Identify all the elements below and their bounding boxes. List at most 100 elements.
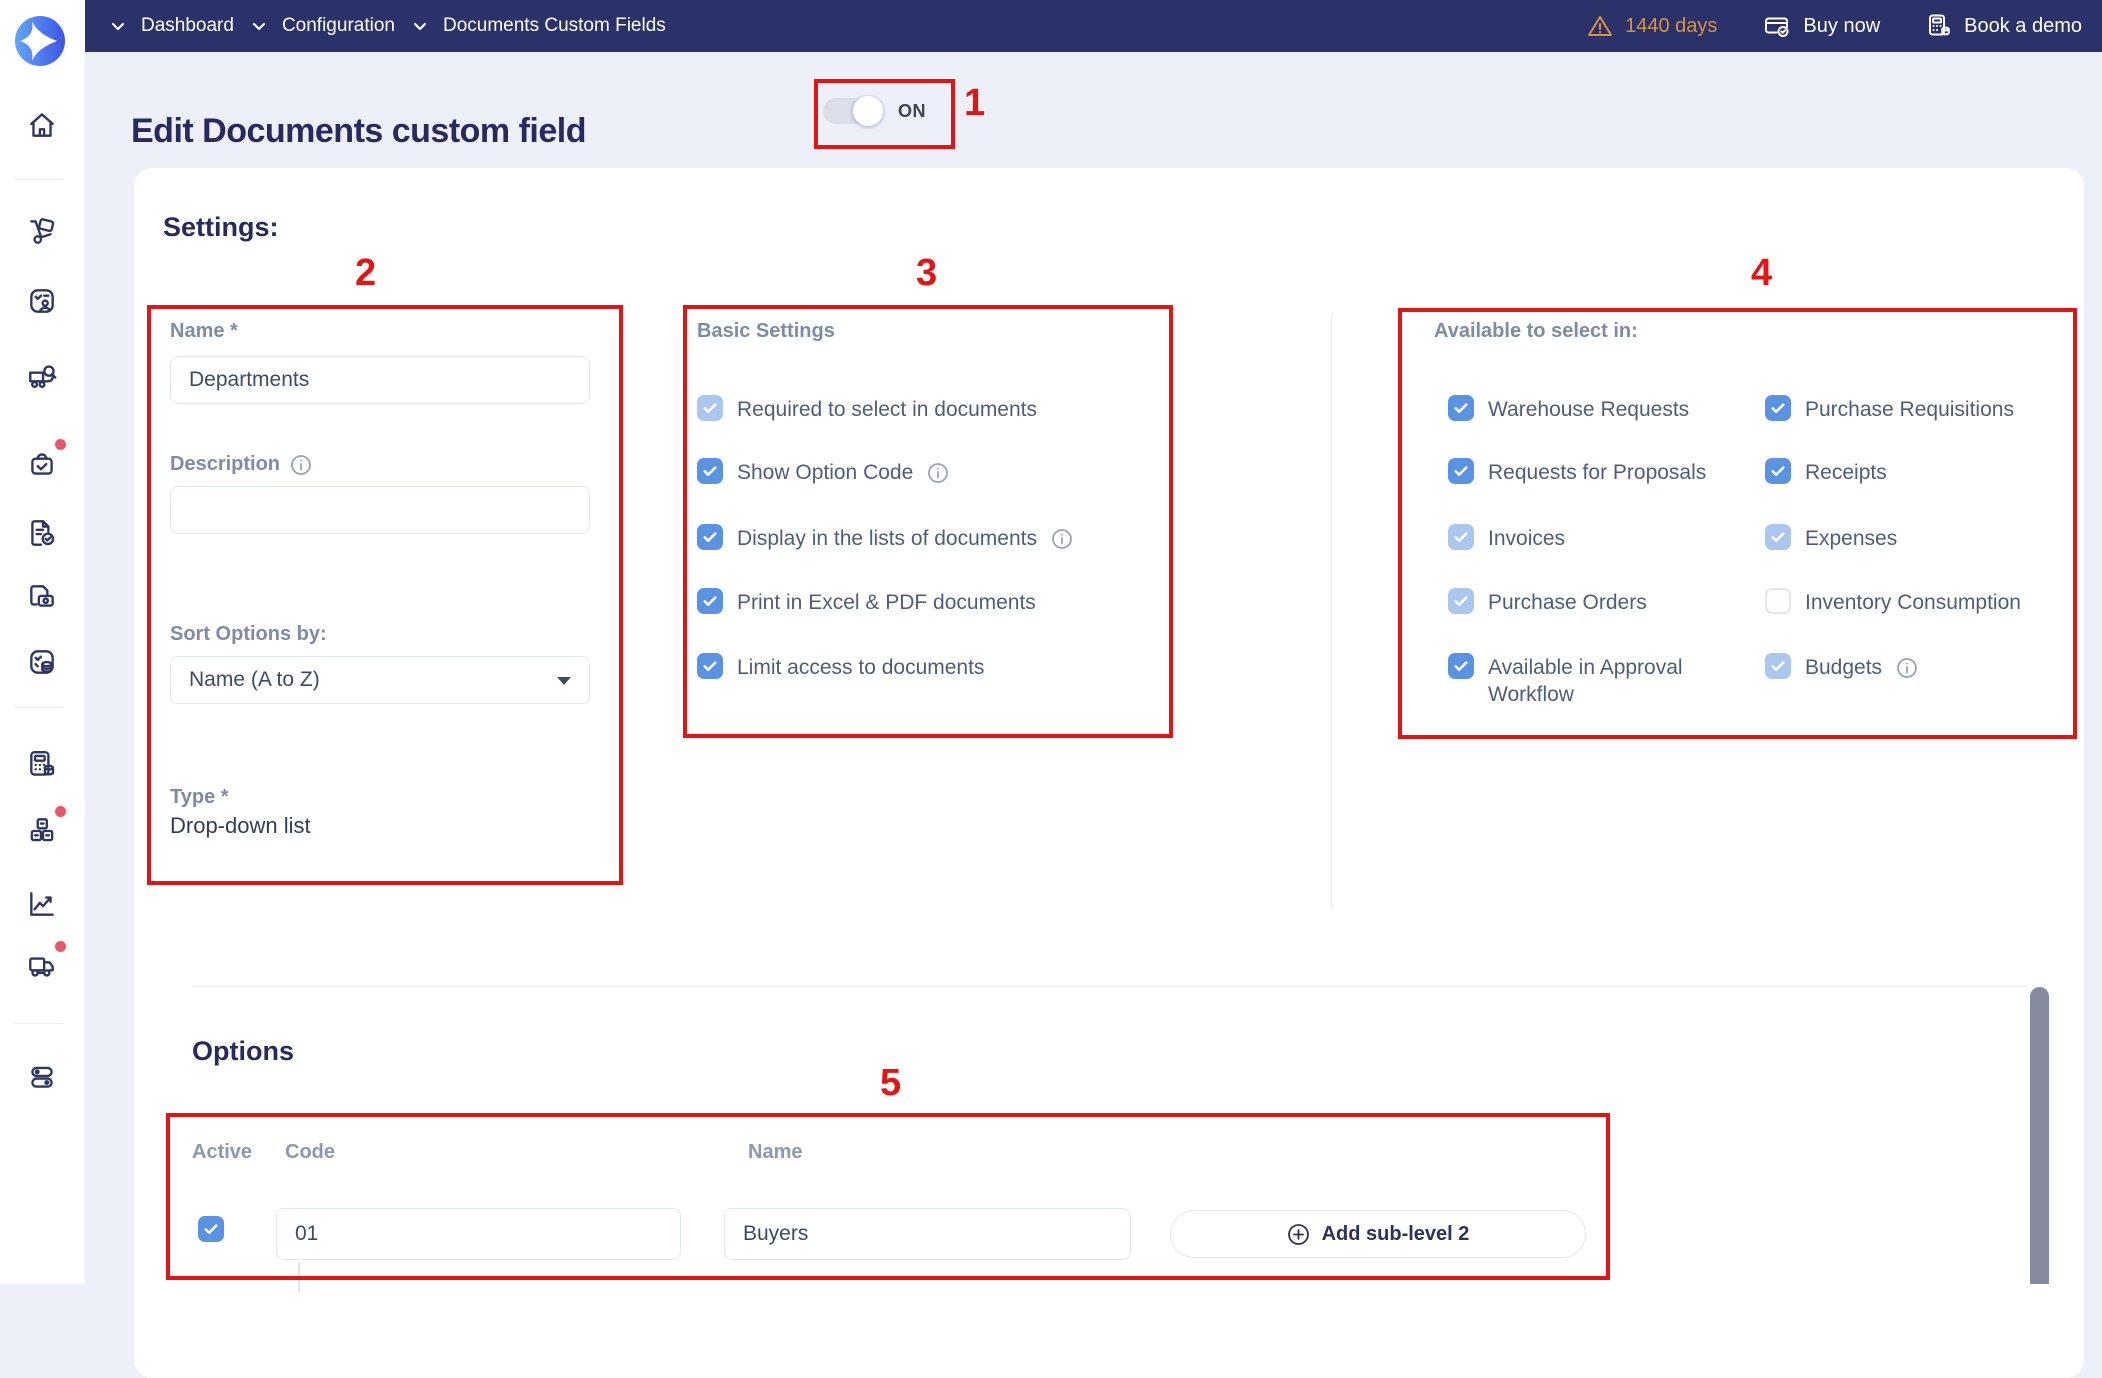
add-sub-level-button[interactable]: Add sub-level 2 xyxy=(1170,1210,1586,1258)
home-icon xyxy=(30,113,54,137)
app-logo[interactable] xyxy=(13,14,67,68)
available-row: Available in Approval Workflow xyxy=(1448,653,1688,709)
sidebar-item-procurement[interactable] xyxy=(21,210,63,252)
name-label: Name * xyxy=(170,320,238,342)
sidebar-item-documents-approve[interactable] xyxy=(21,512,63,554)
checkbox-display-in-lists[interactable] xyxy=(697,524,723,550)
breadcrumb-label: Documents Custom Fields xyxy=(442,15,666,36)
breadcrumb-configuration[interactable]: Configuration xyxy=(252,15,395,37)
stacked-boxes-icon xyxy=(30,818,54,842)
book-demo-button[interactable]: Book a demo xyxy=(1926,13,2082,39)
add-sub-level-label: Add sub-level 2 xyxy=(1321,1222,1470,1245)
chevron-down-icon xyxy=(557,677,571,685)
notification-dot xyxy=(55,806,66,817)
checkbox-limit-access[interactable] xyxy=(697,653,723,679)
trial-days-indicator[interactable]: 1440 days xyxy=(1587,14,1717,38)
breadcrumb-documents-custom-fields[interactable]: Documents Custom Fields xyxy=(413,15,666,37)
checkbox-show-option-code[interactable] xyxy=(697,458,723,484)
sidebar-item-expenses[interactable] xyxy=(21,641,63,683)
available-row: Budgets xyxy=(1765,653,1918,681)
check-icon xyxy=(1454,532,1468,543)
checkbox-receipts[interactable] xyxy=(1765,458,1791,484)
sidebar-item-inventory[interactable] xyxy=(21,806,66,852)
checkbox-label: Requests for Proposals xyxy=(1488,461,1707,484)
checkbox-label: Warehouse Requests xyxy=(1488,398,1690,421)
navbar-actions: 1440 days Buy now Book a demo xyxy=(1587,13,2082,39)
sidebar-item-home[interactable] xyxy=(21,104,63,146)
scrollbar-thumb[interactable] xyxy=(2030,987,2049,1284)
checkbox-label: Invoices xyxy=(1488,527,1566,550)
notification-dot xyxy=(55,439,66,450)
checkbox-purchase-orders xyxy=(1448,588,1474,614)
divider xyxy=(13,1023,63,1024)
breadcrumb-dashboard[interactable]: Dashboard xyxy=(111,15,234,37)
sidebar-item-invoices[interactable] xyxy=(21,576,63,618)
info-icon[interactable] xyxy=(290,454,312,476)
check-icon xyxy=(1454,596,1468,607)
checkbox-available-in-approval-workflow[interactable] xyxy=(1448,653,1474,679)
basic-setting-row: Display in the lists of documents xyxy=(697,524,1073,552)
checkbox-required-to-select xyxy=(697,395,723,421)
buy-now-label: Buy now xyxy=(1803,14,1881,37)
sidebar-item-budgets[interactable] xyxy=(21,744,63,786)
option-name-input[interactable] xyxy=(724,1208,1131,1260)
sidebar-item-requests[interactable] xyxy=(21,280,63,322)
check-icon xyxy=(1454,403,1468,414)
type-value: Drop-down list xyxy=(170,813,311,838)
available-row: Inventory Consumption xyxy=(1765,588,2021,616)
checkbox-requests-for-proposals[interactable] xyxy=(1448,458,1474,484)
breadcrumb-label: Configuration xyxy=(281,15,395,36)
available-row: Purchase Orders xyxy=(1448,588,1647,616)
checkbox-purchase-requisitions[interactable] xyxy=(1765,395,1791,421)
chart-line-icon xyxy=(30,892,54,916)
info-icon[interactable] xyxy=(927,462,949,484)
name-input[interactable] xyxy=(170,356,590,404)
checkbox-print-in-excel-pdf[interactable] xyxy=(697,588,723,614)
sidebar-item-reports[interactable] xyxy=(21,883,63,925)
book-demo-label: Book a demo xyxy=(1964,14,2082,37)
checkbox-warehouse-requests[interactable] xyxy=(1448,395,1474,421)
divider xyxy=(1331,314,1332,909)
annotation-number-1: 1 xyxy=(964,82,986,124)
buy-now-button[interactable]: Buy now xyxy=(1763,13,1880,39)
sidebar-item-shipping[interactable] xyxy=(21,941,66,987)
description-input[interactable] xyxy=(170,486,590,534)
checkbox-label: Purchase Requisitions xyxy=(1805,398,2014,421)
option-code-input[interactable] xyxy=(276,1208,681,1260)
check-icon xyxy=(703,466,717,477)
field-enabled-toggle[interactable] xyxy=(823,96,883,126)
check-icon xyxy=(703,403,717,414)
sidebar-item-suppliers[interactable] xyxy=(21,356,63,398)
field-enabled-toggle-group: ON xyxy=(823,96,926,126)
column-header-code: Code xyxy=(285,1141,335,1163)
toggle-state-label: ON xyxy=(898,100,926,121)
notification-dot xyxy=(55,941,66,952)
tree-connector xyxy=(298,1262,300,1292)
sidebar-item-settings[interactable] xyxy=(21,1056,63,1098)
description-label-text: Description xyxy=(170,453,281,475)
calculator-icon xyxy=(1929,14,1950,36)
checkbox-inventory-consumption[interactable] xyxy=(1765,588,1791,614)
credit-card-icon xyxy=(1765,17,1789,37)
checkbox-label: Show Option Code xyxy=(737,459,949,486)
available-row: Expenses xyxy=(1765,524,1897,552)
description-label: Description xyxy=(170,453,312,476)
column-header-name: Name xyxy=(748,1141,803,1163)
checkbox-label: Purchase Orders xyxy=(1488,591,1647,614)
info-icon[interactable] xyxy=(1896,657,1918,679)
available-row: Warehouse Requests xyxy=(1448,395,1689,423)
option-active-checkbox[interactable] xyxy=(198,1216,224,1242)
info-icon[interactable] xyxy=(1051,528,1073,550)
sort-options-select[interactable]: Name (A to Z) xyxy=(170,656,590,704)
toggle-knob xyxy=(853,96,883,126)
check-icon xyxy=(1771,403,1785,414)
sidebar xyxy=(0,0,85,1284)
sort-options-label: Sort Options by: xyxy=(170,623,327,645)
type-label: Type * xyxy=(170,786,229,808)
checkbox-invoices xyxy=(1448,524,1474,550)
sidebar-item-purchases[interactable] xyxy=(21,439,66,485)
checkbox-label: Receipts xyxy=(1805,461,1887,484)
plus-circle-icon xyxy=(1287,1223,1309,1245)
checkbox-label: Available in Approval Workflow xyxy=(1488,656,1683,707)
chevron-down-icon xyxy=(413,22,427,30)
